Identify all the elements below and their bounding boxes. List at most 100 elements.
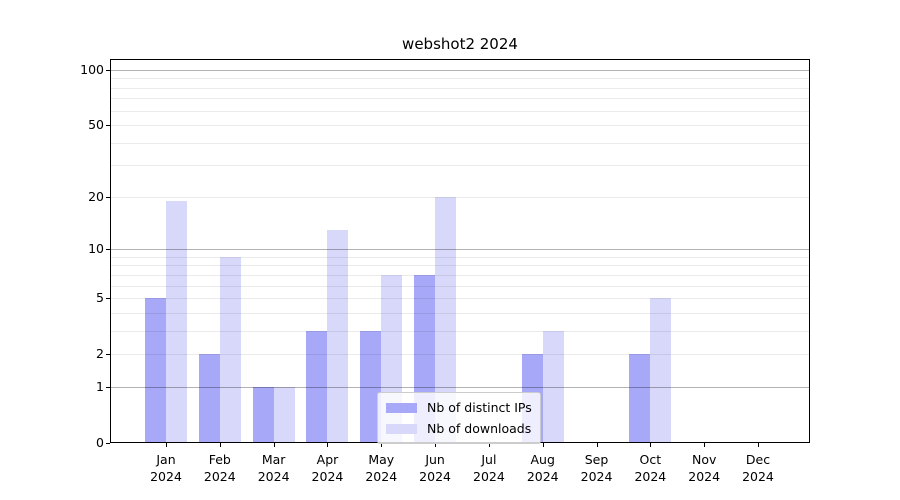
y-tick-label: 5: [96, 290, 104, 306]
gridline-minor: [110, 142, 810, 144]
y-tick-label: 10: [88, 241, 104, 257]
y-tick-label: 1: [96, 378, 104, 394]
gridline-major: [110, 249, 810, 251]
x-tick-label: May 2024: [349, 451, 413, 485]
x-tick-label: Aug 2024: [511, 451, 575, 485]
y-tick-label: 0: [96, 435, 104, 450]
legend: Nb of distinct IPs Nb of downloads: [377, 392, 541, 444]
chart-title: webshot2 2024: [402, 35, 518, 53]
bar-downloads-aug: [542, 330, 564, 443]
y-tick-mark: [106, 354, 110, 356]
gridline-minor: [110, 110, 810, 112]
x-tick-year: 2024: [311, 469, 344, 484]
gridline-minor: [110, 165, 810, 167]
x-tick-label: Mar 2024: [242, 451, 306, 485]
legend-item-distinct-ips: Nb of distinct IPs: [386, 397, 532, 418]
x-tick-month: Feb: [208, 452, 231, 467]
bar-downloads-jun: [435, 196, 457, 443]
x-tick-mark: [757, 443, 759, 447]
gridline-minor: [110, 265, 810, 267]
x-tick-mark: [219, 443, 221, 447]
x-tick-month: Nov: [691, 452, 717, 467]
gridline-minor: [110, 87, 810, 89]
x-tick-year: 2024: [688, 469, 721, 484]
legend-label-downloads: Nb of downloads: [427, 421, 532, 436]
bar-downloads-oct: [650, 298, 672, 443]
y-tick-mark: [106, 249, 110, 251]
x-tick-mark: [273, 443, 275, 447]
x-tick-mark: [704, 443, 706, 447]
gridline-major: [110, 69, 810, 71]
y-tick-mark: [106, 69, 110, 71]
x-tick-month: Jun: [425, 452, 445, 467]
legend-item-downloads: Nb of downloads: [386, 418, 532, 439]
gridline-minor: [110, 256, 810, 258]
x-tick-label: Dec 2024: [726, 451, 790, 485]
y-tick-mark: [106, 386, 110, 388]
gridline-major: [110, 386, 810, 388]
x-tick-mark: [650, 443, 652, 447]
x-tick-mark: [381, 443, 383, 447]
y-tick-mark: [106, 125, 110, 127]
bar-distinct-ips-oct: [629, 354, 651, 443]
x-tick-label: Oct 2024: [618, 451, 682, 485]
gridline-minor: [110, 274, 810, 276]
x-tick-year: 2024: [742, 469, 774, 484]
x-tick-label: Sep 2024: [565, 451, 629, 485]
bar-downloads-apr: [327, 229, 349, 443]
y-tick-label: 100: [80, 61, 104, 77]
x-tick-year: 2024: [257, 469, 290, 484]
gridline-minor: [110, 354, 810, 356]
y-tick-mark: [106, 196, 110, 198]
x-tick-mark: [166, 443, 167, 447]
x-tick-year: 2024: [150, 469, 182, 484]
bar-distinct-ips-jan: [145, 298, 166, 443]
bar-downloads-feb: [219, 256, 241, 443]
x-tick-year: 2024: [365, 469, 398, 484]
x-tick-label: Jun 2024: [403, 451, 467, 485]
y-tick-mark: [106, 443, 110, 444]
x-tick-month: Mar: [261, 452, 286, 467]
x-tick-month: Dec: [745, 452, 771, 467]
x-tick-label: Jul 2024: [457, 451, 521, 485]
bar-distinct-ips-feb: [198, 354, 220, 443]
bar-distinct-ips-apr: [306, 330, 328, 443]
plot-area: Nb of distinct IPs Nb of downloads: [110, 59, 810, 444]
x-tick-year: 2024: [203, 469, 236, 484]
x-tick-month: Jan: [156, 452, 176, 467]
x-tick-mark: [542, 443, 544, 447]
bar-downloads-mar: [273, 386, 295, 443]
legend-swatch-downloads: [386, 423, 417, 434]
y-tick-label: 20: [88, 188, 104, 204]
x-tick-month: May: [368, 452, 395, 467]
gridline-minor: [110, 285, 810, 287]
y-tick-label: 2: [96, 346, 104, 362]
bar-downloads-jan: [166, 200, 187, 443]
x-tick-mark: [435, 443, 437, 447]
x-tick-mark: [488, 443, 490, 447]
x-tick-label: Feb 2024: [188, 451, 252, 485]
x-tick-year: 2024: [634, 469, 667, 484]
gridline-minor: [110, 196, 810, 198]
y-tick-mark: [106, 298, 110, 300]
gridline-minor: [110, 298, 810, 300]
y-tick-label: 50: [88, 117, 104, 133]
x-tick-month: Oct: [639, 452, 662, 467]
x-tick-month: Apr: [316, 452, 339, 467]
gridline-minor: [110, 330, 810, 332]
gridline-minor: [110, 78, 810, 80]
legend-swatch-distinct-ips: [386, 402, 417, 413]
gridline-minor: [110, 98, 810, 100]
x-tick-mark: [327, 443, 329, 447]
x-tick-year: 2024: [526, 469, 559, 484]
bar-distinct-ips-may: [360, 330, 382, 443]
x-tick-year: 2024: [419, 469, 451, 484]
bar-distinct-ips-mar: [252, 386, 274, 443]
x-tick-month: Sep: [584, 452, 609, 467]
legend-label-distinct-ips: Nb of distinct IPs: [427, 400, 532, 415]
x-tick-year: 2024: [473, 469, 505, 484]
x-tick-year: 2024: [580, 469, 613, 484]
gridline-minor: [110, 125, 810, 127]
x-tick-label: Apr 2024: [295, 451, 359, 485]
